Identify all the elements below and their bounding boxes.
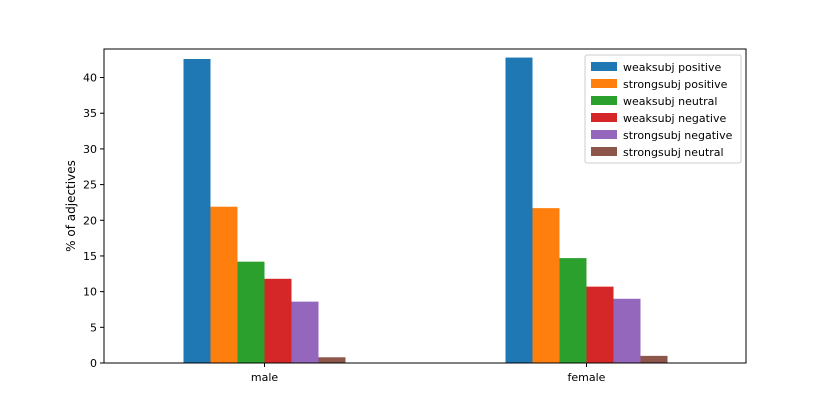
legend-swatch-weaksubj-neutral — [591, 96, 617, 105]
y-tick-label: 35 — [83, 107, 97, 120]
bars-group — [183, 57, 668, 364]
y-tick-label: 40 — [83, 72, 97, 85]
bar-strongsubj-positive-female — [532, 208, 560, 363]
y-tick-label: 5 — [90, 321, 97, 334]
legend-label-weaksubj-negative: weaksubj negative — [623, 112, 726, 125]
legend-swatch-strongsubj-neutral — [591, 147, 617, 156]
bar-weaksubj-positive-female — [505, 57, 533, 364]
bar-strongsubj-neutral-female — [640, 355, 668, 363]
legend-swatch-weaksubj-negative — [591, 113, 617, 122]
bar-strongsubj-negative-female — [613, 298, 641, 363]
plot-frame — [103, 48, 747, 364]
legend-label-strongsubj-negative: strongsubj negative — [623, 129, 733, 142]
legend-swatch-weaksubj-positive — [591, 62, 617, 71]
bar-weaksubj-positive-male — [183, 58, 211, 364]
bar-strongsubj-negative-male — [291, 301, 319, 363]
y-tick-label: 30 — [83, 143, 97, 156]
bar-strongsubj-neutral-male — [318, 357, 346, 363]
bar-weaksubj-neutral-female — [559, 258, 587, 363]
bar-weaksubj-negative-female — [586, 286, 614, 363]
legend-swatch-strongsubj-negative — [591, 130, 617, 139]
y-tick-label: 20 — [83, 214, 97, 227]
bar-weaksubj-negative-male — [264, 278, 292, 363]
legend-label-weaksubj-neutral: weaksubj neutral — [623, 95, 717, 108]
legend-label-strongsubj-neutral: strongsubj neutral — [623, 146, 724, 159]
bar-strongsubj-positive-male — [210, 206, 238, 363]
legend: weaksubj positive strongsubj positive weak… — [584, 54, 742, 164]
x-tick-label-female: female — [568, 371, 606, 384]
y-tick-label: 10 — [83, 286, 97, 299]
y-tick-label: 15 — [83, 250, 97, 263]
bar-weaksubj-neutral-male — [237, 261, 265, 363]
legend-box — [584, 54, 742, 164]
legend-label-weaksubj-positive: weaksubj positive — [623, 61, 721, 74]
x-axis: male female — [251, 363, 606, 384]
y-axis-label: % of adjectives — [64, 160, 78, 252]
legend-label-strongsubj-positive: strongsubj positive — [623, 78, 728, 91]
y-axis: 0 5 10 15 20 25 30 35 40 — [83, 72, 104, 370]
y-tick-label: 0 — [90, 357, 97, 370]
legend-swatch-strongsubj-positive — [591, 79, 617, 88]
x-tick-label-male: male — [251, 371, 279, 384]
y-tick-label: 25 — [83, 179, 97, 192]
